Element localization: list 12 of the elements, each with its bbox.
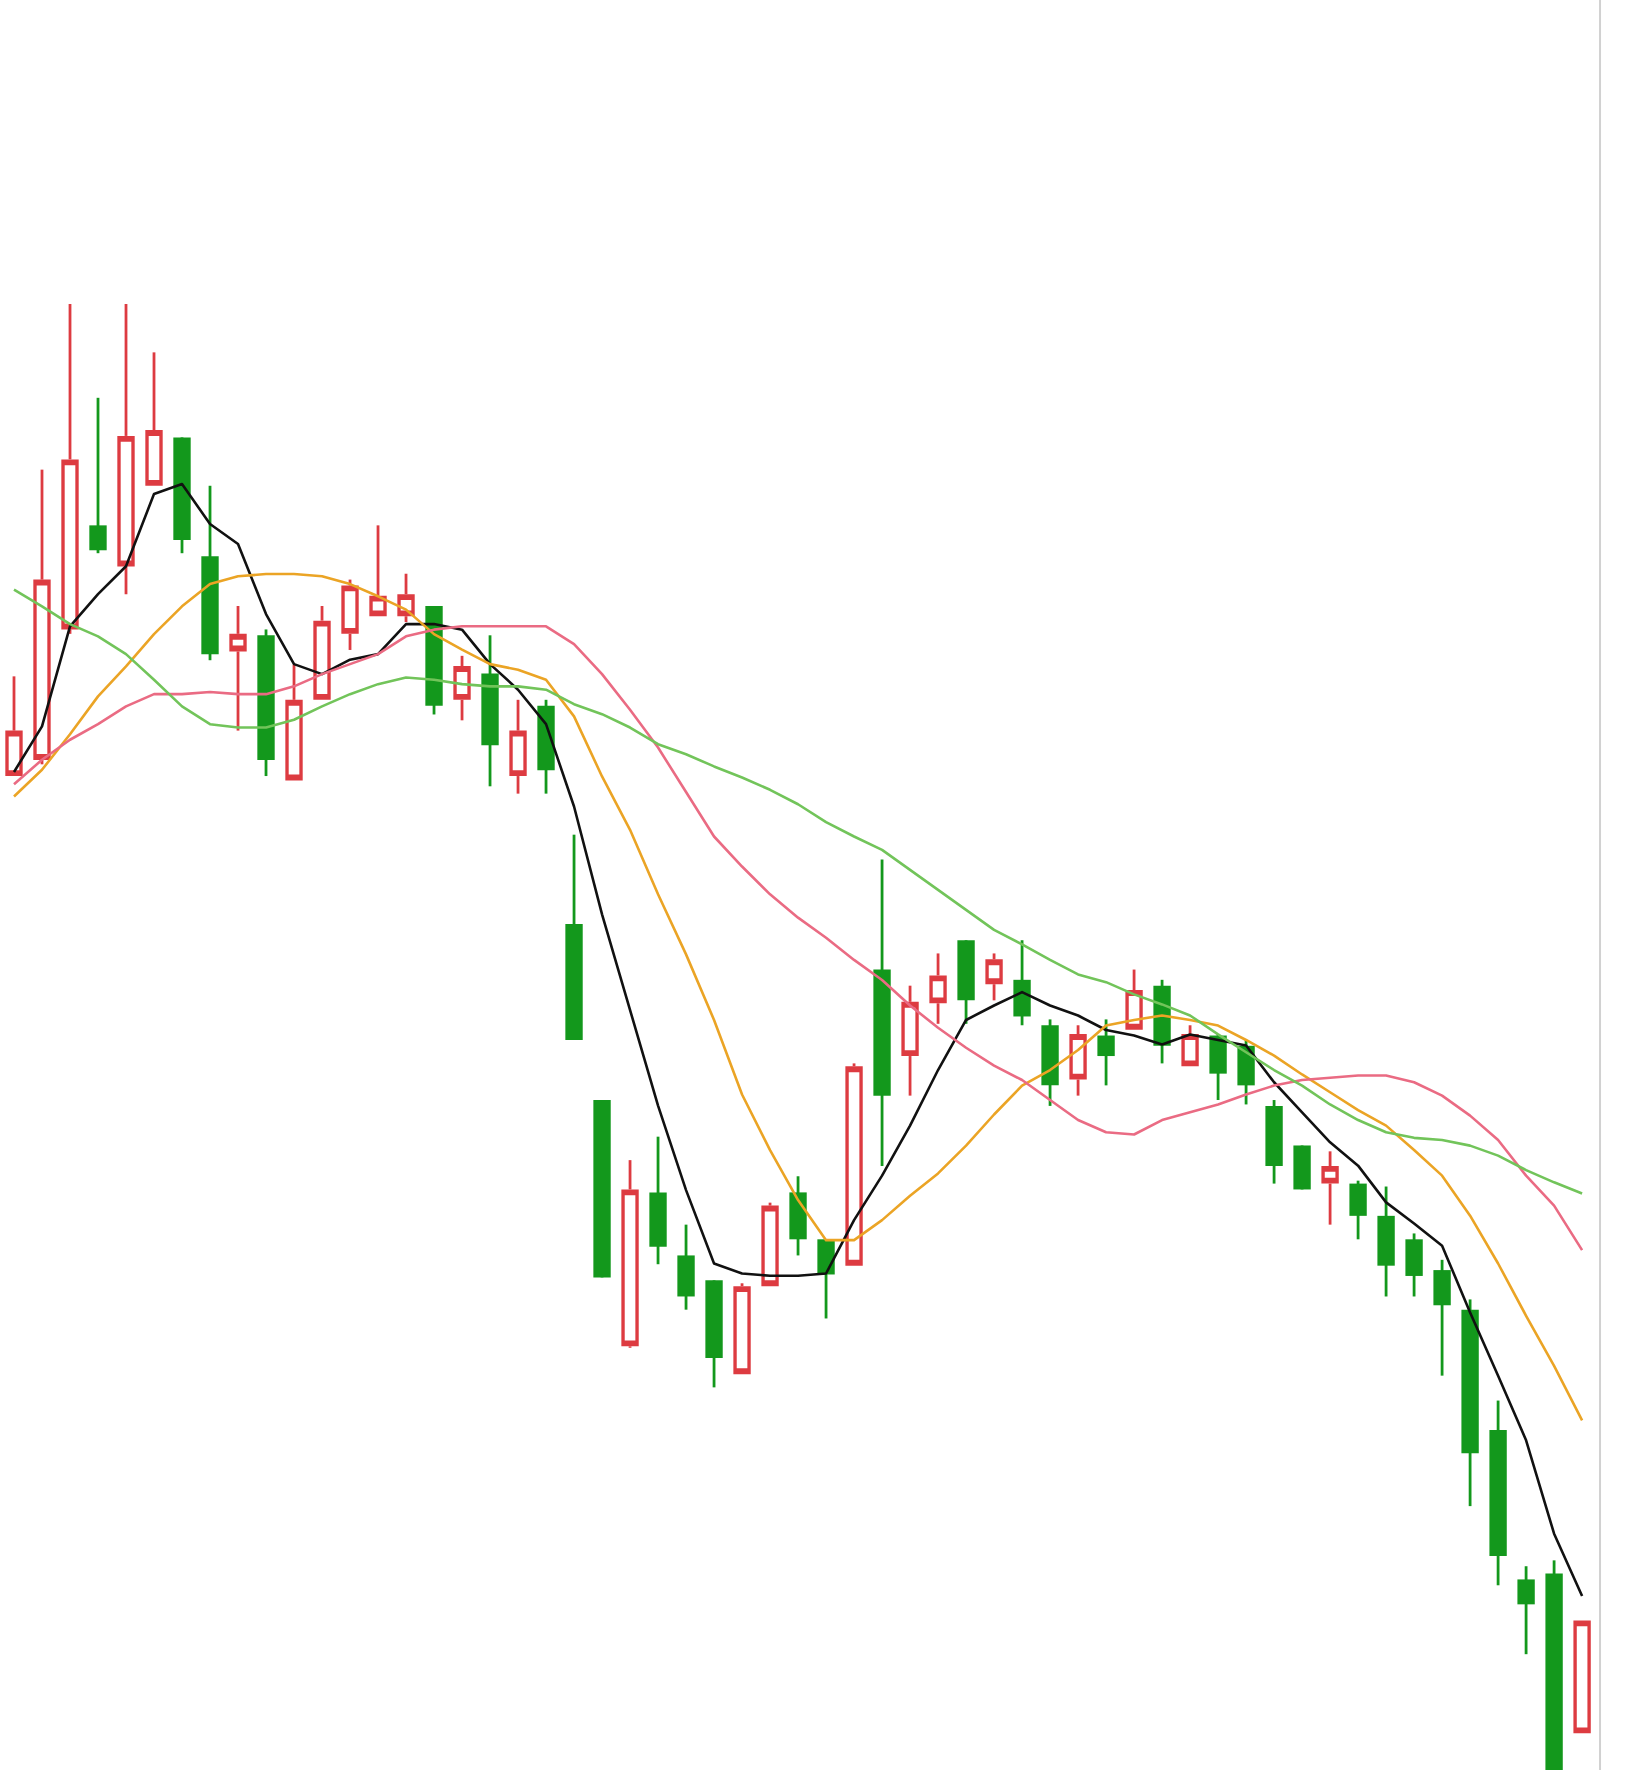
candlestick bbox=[789, 1174, 807, 1257]
candlestick bbox=[677, 1223, 695, 1312]
candlestick bbox=[1349, 1179, 1367, 1241]
candlestick bbox=[1517, 1564, 1535, 1656]
candlestick bbox=[1209, 1032, 1227, 1102]
candlestick bbox=[1237, 1038, 1255, 1106]
candlestick bbox=[1405, 1232, 1423, 1298]
candlestick bbox=[89, 396, 107, 555]
candlestick bbox=[1097, 1018, 1115, 1087]
candlestick bbox=[1433, 1258, 1451, 1378]
candlestick bbox=[1013, 938, 1031, 1027]
candlestick bbox=[1293, 1144, 1311, 1191]
